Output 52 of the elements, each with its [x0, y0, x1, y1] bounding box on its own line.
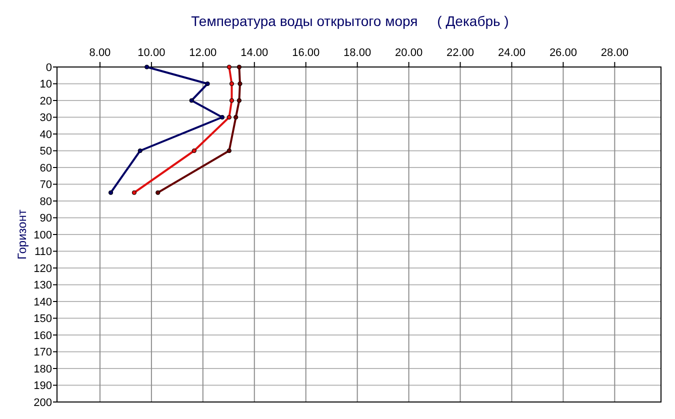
y-tick-label: 80	[40, 196, 52, 208]
y-tick-label: 10	[40, 78, 52, 91]
y-tick-label: 140	[34, 296, 52, 308]
x-tick-label: 24.00	[498, 47, 526, 59]
y-tick-label: 20	[40, 95, 52, 108]
point	[234, 114, 238, 120]
x-tick-label: 20.00	[395, 47, 423, 59]
point	[189, 98, 194, 103]
point	[238, 81, 242, 86]
y-tick-label: 40	[40, 128, 52, 141]
y-tick-label: 50	[40, 146, 52, 158]
x-tick-label: 12.00	[189, 47, 217, 59]
point	[236, 98, 242, 103]
y-tick-label: 200	[34, 396, 52, 409]
point	[192, 148, 196, 154]
point	[108, 190, 114, 195]
x-tick-label: 28.00	[600, 47, 628, 59]
point	[236, 64, 242, 70]
y-tick-label: 180	[34, 363, 52, 376]
x-tick-label: 22.00	[446, 47, 474, 59]
point	[156, 190, 160, 195]
x-tick-label: 10.00	[138, 47, 166, 59]
y-tick-label: 170	[34, 346, 52, 359]
x-tick-label: 14.00	[240, 47, 268, 59]
y-tick-label: 90	[40, 212, 52, 225]
point	[132, 190, 137, 195]
point	[229, 98, 234, 103]
y-tick-label: 190	[34, 380, 52, 392]
x-tick-label: 16.00	[292, 47, 320, 59]
y-tick-label: 100	[34, 229, 52, 242]
y-tick-label: 110	[34, 246, 52, 258]
y-tick-label: 130	[34, 280, 52, 292]
point	[205, 81, 210, 86]
point	[144, 64, 150, 70]
y-tick-label: 160	[34, 330, 52, 342]
y-tick-label: 120	[34, 262, 52, 275]
y-tick-label: 30	[40, 112, 52, 124]
chart-title: Температура воды открытого моря ( Декабрь )	[191, 13, 509, 29]
y-tick-label: 150	[34, 313, 52, 326]
x-tick-label: 18.00	[344, 47, 372, 59]
y-axis-title: Горизонт	[15, 209, 29, 260]
point	[229, 81, 234, 86]
y-tick-label: 60	[40, 162, 52, 174]
point	[226, 64, 232, 70]
point	[138, 148, 142, 154]
point	[226, 148, 232, 154]
point	[220, 114, 225, 120]
y-tick-label: 0	[46, 62, 52, 74]
point	[226, 114, 232, 120]
x-tick-label: 26.00	[549, 47, 577, 59]
x-tick-label: 8.00	[89, 47, 111, 59]
y-tick-label: 70	[40, 179, 52, 192]
